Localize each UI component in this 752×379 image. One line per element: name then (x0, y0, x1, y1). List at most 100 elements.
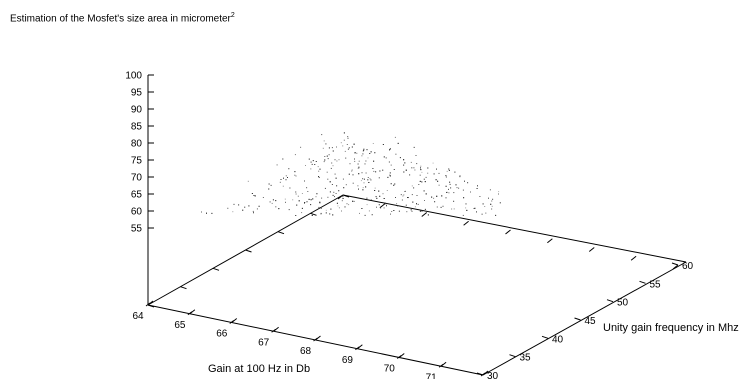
data-point (336, 160, 338, 162)
data-point (354, 196, 356, 198)
data-point (329, 213, 331, 215)
chart-title-superscript: 2 (230, 12, 235, 19)
data-point (342, 196, 344, 198)
data-point (253, 195, 255, 196)
data-point (304, 180, 305, 182)
x-inner-tick (588, 247, 595, 252)
data-point (362, 178, 364, 180)
data-point (368, 210, 370, 212)
data-point (295, 175, 297, 177)
data-point (378, 177, 380, 179)
x-tick-minor (145, 302, 151, 307)
data-point (269, 201, 271, 203)
data-point (306, 187, 308, 189)
x-tick-minor (313, 337, 318, 342)
data-point (346, 203, 348, 205)
y-inner-tick (277, 231, 285, 235)
data-point (334, 159, 336, 161)
data-point (407, 197, 409, 198)
data-point (248, 205, 250, 207)
data-point (307, 191, 309, 192)
data-point (334, 159, 336, 161)
data-point (347, 137, 349, 139)
data-point (275, 206, 277, 208)
data-point (441, 195, 443, 197)
data-point (423, 178, 425, 180)
base-edge-back (342, 194, 687, 263)
data-point (374, 190, 376, 191)
data-point (414, 206, 416, 208)
data-point (427, 172, 429, 174)
x-tick-label: 69 (342, 355, 354, 366)
z-tick-label: 95 (131, 88, 143, 99)
data-point (315, 161, 317, 162)
data-point (347, 137, 349, 139)
y-tick (671, 262, 679, 266)
data-point (412, 201, 414, 203)
data-point (470, 191, 471, 193)
data-point (450, 187, 452, 189)
data-point (479, 196, 481, 197)
data-point (372, 143, 374, 144)
data-point (405, 204, 407, 206)
data-point (378, 190, 380, 192)
data-point (383, 198, 385, 199)
data-point (329, 181, 331, 183)
data-point (362, 150, 364, 152)
data-point (425, 176, 427, 178)
data-point (327, 178, 329, 180)
data-point (336, 185, 338, 187)
data-point (445, 185, 447, 187)
data-point (311, 214, 313, 216)
data-point (233, 203, 235, 205)
data-point (336, 146, 337, 148)
data-point (423, 178, 425, 180)
data-point (365, 160, 367, 162)
data-point (357, 185, 359, 187)
data-point (455, 184, 457, 186)
x-tick-label: 65 (174, 320, 186, 331)
x-tick-minor (438, 363, 444, 368)
data-point (367, 179, 369, 181)
data-point (301, 207, 303, 209)
data-point (394, 136, 396, 138)
data-point (462, 189, 464, 191)
data-point (405, 204, 407, 206)
data-point (491, 200, 493, 202)
data-point (389, 174, 391, 176)
data-point (440, 206, 442, 208)
data-point (323, 161, 325, 163)
data-point (328, 147, 330, 149)
data-point (332, 165, 334, 167)
data-point (280, 179, 282, 180)
data-point (301, 212, 303, 214)
data-point (390, 213, 391, 215)
chart-title: Estimation of the Mosfet's size area in … (10, 12, 235, 24)
data-point (393, 210, 395, 211)
data-point (425, 193, 427, 195)
z-tick-label: 55 (131, 224, 143, 235)
data-point (345, 157, 347, 159)
x-inner-tick (672, 264, 679, 270)
data-point (254, 195, 256, 197)
data-point (353, 200, 355, 202)
data-point (361, 172, 363, 174)
y-axis-title: Unity gain frequency in Mhz (603, 322, 739, 334)
y-tick (541, 335, 549, 339)
data-point (251, 193, 253, 194)
data-point (361, 172, 363, 174)
data-point (407, 197, 409, 198)
data-point (388, 161, 390, 163)
data-point (324, 159, 326, 161)
data-point (282, 158, 284, 160)
data-point (491, 208, 493, 210)
data-point (459, 175, 461, 177)
data-point (473, 208, 475, 209)
data-point (233, 203, 235, 205)
x-tick-minor (271, 328, 276, 333)
data-point (348, 173, 350, 175)
data-point (466, 209, 468, 211)
data-point (370, 199, 372, 201)
data-point (310, 204, 312, 206)
